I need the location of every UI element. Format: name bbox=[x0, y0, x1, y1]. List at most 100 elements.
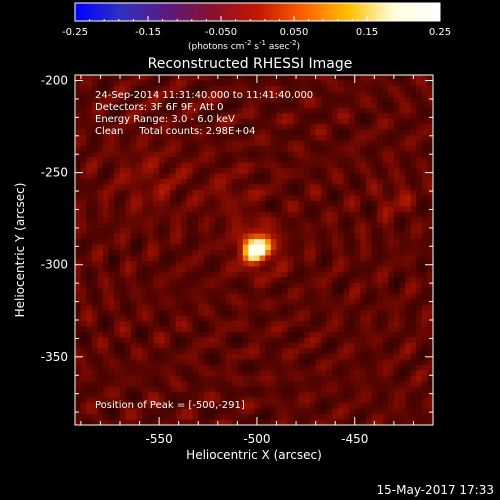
image-pixel bbox=[80, 260, 87, 267]
image-pixel bbox=[102, 392, 109, 399]
image-pixel bbox=[102, 85, 109, 92]
colorbar-bar bbox=[74, 2, 441, 22]
image-pixel bbox=[192, 124, 199, 131]
image-pixel bbox=[304, 118, 311, 125]
image-pixel bbox=[237, 217, 244, 224]
image-pixel bbox=[158, 386, 165, 393]
image-pixel bbox=[315, 85, 322, 92]
image-pixel bbox=[349, 293, 356, 300]
image-pixel bbox=[354, 414, 361, 420]
image-pixel bbox=[97, 233, 104, 240]
image-pixel bbox=[388, 397, 395, 404]
image-pixel bbox=[393, 167, 400, 174]
image-pixel bbox=[298, 75, 305, 81]
image-pixel bbox=[130, 211, 137, 218]
image-pixel bbox=[214, 91, 221, 98]
image-pixel bbox=[86, 288, 93, 295]
image-pixel bbox=[276, 266, 283, 273]
image-pixel bbox=[254, 184, 260, 191]
image-pixel bbox=[421, 217, 428, 224]
image-pixel bbox=[354, 140, 361, 147]
image-pixel bbox=[203, 315, 210, 322]
image-pixel bbox=[125, 178, 132, 185]
image-pixel bbox=[259, 326, 266, 333]
image-pixel bbox=[97, 326, 104, 333]
image-pixel bbox=[153, 288, 160, 295]
image-pixel bbox=[287, 315, 294, 322]
image-pixel bbox=[388, 140, 395, 147]
image-pixel bbox=[254, 151, 260, 158]
image-pixel bbox=[421, 167, 428, 174]
image-pixel bbox=[75, 408, 81, 415]
image-pixel bbox=[220, 228, 227, 234]
image-pixel bbox=[147, 310, 154, 317]
image-area bbox=[75, 75, 433, 425]
image-pixel bbox=[80, 233, 87, 240]
image-pixel bbox=[349, 162, 356, 169]
image-pixel bbox=[158, 173, 165, 180]
image-pixel bbox=[399, 250, 406, 256]
image-pixel bbox=[102, 184, 109, 191]
image-pixel bbox=[203, 419, 210, 425]
peak-position-label: Position of Peak = [-500,-291] bbox=[95, 400, 245, 411]
image-pixel bbox=[214, 151, 221, 158]
image-pixel bbox=[91, 321, 98, 327]
image-pixel bbox=[354, 337, 361, 344]
image-pixel bbox=[427, 310, 433, 317]
image-pixel bbox=[371, 135, 378, 142]
image-pixel bbox=[237, 189, 244, 196]
image-pixel bbox=[130, 414, 137, 420]
image-pixel bbox=[248, 282, 255, 289]
image-pixel bbox=[220, 348, 227, 355]
image-pixel bbox=[304, 304, 311, 311]
image-pixel bbox=[164, 244, 171, 251]
image-pixel bbox=[214, 162, 221, 169]
image-pixel bbox=[209, 419, 216, 425]
image-pixel bbox=[80, 370, 87, 377]
image-pixel bbox=[365, 408, 372, 415]
image-pixel bbox=[130, 222, 137, 229]
image-pixel bbox=[80, 271, 87, 278]
image-pixel bbox=[405, 91, 412, 98]
image-pixel bbox=[298, 173, 305, 180]
image-pixel bbox=[259, 96, 266, 103]
image-pixel bbox=[360, 80, 367, 87]
image-pixel bbox=[281, 189, 288, 196]
image-pixel bbox=[181, 200, 188, 207]
image-pixel bbox=[242, 392, 249, 399]
image-pixel bbox=[97, 321, 104, 327]
image-pixel bbox=[75, 266, 81, 273]
image-pixel bbox=[220, 359, 227, 366]
image-pixel bbox=[158, 129, 165, 136]
image-pixel bbox=[125, 375, 132, 382]
image-pixel bbox=[281, 91, 288, 98]
image-pixel bbox=[371, 293, 378, 300]
image-pixel bbox=[254, 146, 260, 152]
image-pixel bbox=[226, 326, 233, 333]
image-pixel bbox=[214, 146, 221, 152]
image-pixel bbox=[198, 370, 205, 377]
image-pixel bbox=[108, 381, 115, 388]
y-tick-label: -300 bbox=[41, 258, 68, 272]
image-pixel bbox=[119, 217, 126, 224]
image-pixel bbox=[399, 75, 406, 81]
image-pixel bbox=[365, 113, 372, 120]
image-pixel bbox=[265, 107, 272, 114]
image-pixel bbox=[270, 326, 277, 333]
image-pixel bbox=[281, 129, 288, 136]
image-pixel bbox=[86, 124, 93, 131]
image-pixel bbox=[382, 200, 389, 207]
image-pixel bbox=[237, 271, 244, 278]
image-pixel bbox=[114, 342, 121, 349]
image-pixel bbox=[343, 233, 350, 240]
image-pixel bbox=[114, 299, 121, 306]
image-pixel bbox=[181, 332, 188, 338]
image-pixel bbox=[399, 315, 406, 322]
image-pixel bbox=[416, 370, 423, 377]
image-pixel bbox=[388, 195, 395, 202]
image-pixel bbox=[321, 129, 328, 136]
image-pixel bbox=[237, 239, 244, 245]
image-pixel bbox=[125, 364, 132, 371]
image-pixel bbox=[181, 414, 188, 420]
image-pixel bbox=[416, 364, 423, 371]
